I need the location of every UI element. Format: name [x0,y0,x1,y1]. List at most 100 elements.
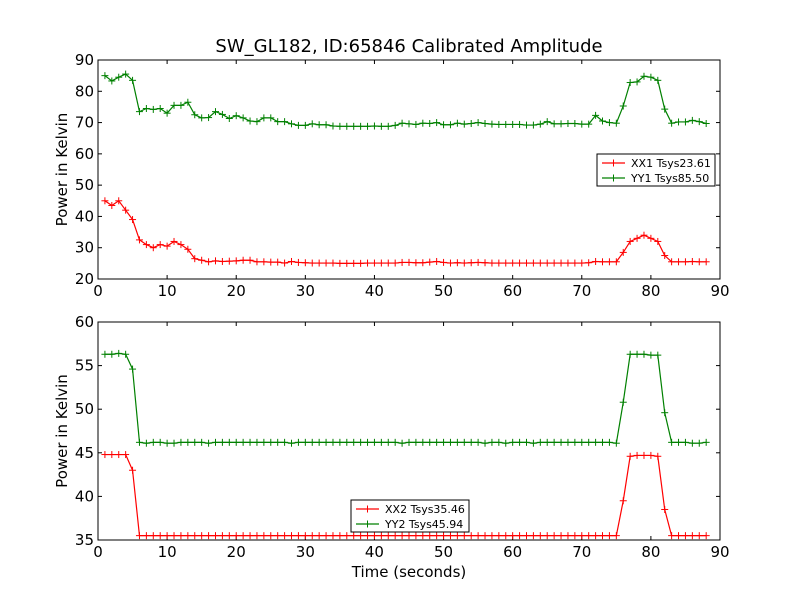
x-tick-label: 10 [158,282,177,300]
data-point [668,438,676,446]
data-point [156,241,164,249]
x-tick-label: 50 [434,282,453,300]
data-point [384,259,392,267]
data-point [211,438,219,446]
data-point [170,532,178,540]
data-point [529,121,537,129]
data-point [612,532,620,540]
data-point [329,122,337,130]
data-point [474,258,482,266]
y-tick-label: 80 [75,82,94,100]
data-point [322,438,330,446]
data-point [626,452,634,460]
data-point [336,532,344,540]
data-point [156,104,164,112]
data-point [654,76,662,84]
data-point [695,258,703,266]
data-point [350,532,358,540]
data-point [163,109,171,117]
data-point [661,105,669,113]
data-point [370,259,378,267]
data-point [502,120,510,128]
y-tick-label: 55 [75,357,94,375]
x-tick-label: 20 [227,282,246,300]
data-point [239,256,247,264]
x-tick-label: 0 [93,282,103,300]
data-point [315,121,323,129]
data-point [294,258,302,266]
series-1 [101,197,710,267]
data-point [357,259,365,267]
data-point [253,258,261,266]
data-point [184,98,192,106]
series-line [104,352,707,444]
x-tick-label: 20 [227,543,246,561]
data-point [115,73,123,81]
data-point [522,532,530,540]
data-point [294,532,302,540]
data-point [191,438,199,446]
series-line [104,199,707,264]
data-point [218,110,226,118]
data-point [398,258,406,266]
data-point [419,259,427,267]
data-point [626,79,634,87]
x-tick-label: 80 [641,543,660,561]
data-point [398,532,406,540]
y-axis-label: Power in Kelvin [53,113,71,227]
data-point [522,121,530,129]
data-point [633,234,641,242]
data-point [446,259,454,267]
x-tick-label: 30 [296,543,315,561]
data-point [605,438,613,446]
data-point [681,118,689,126]
plot-frame [97,321,721,541]
data-point [308,532,316,540]
data-point [543,438,551,446]
data-point [585,532,593,540]
data-point [453,119,461,127]
data-point [156,438,164,446]
data-point [108,350,116,358]
data-point [688,439,696,447]
data-point [149,438,157,446]
data-point [426,120,434,128]
data-point [440,532,448,540]
data-point [343,122,351,130]
data-point [315,532,323,540]
data-point [440,438,448,446]
data-point [377,122,385,130]
data-point [377,438,385,446]
data-point [198,114,206,122]
data-point [550,259,558,267]
data-point [453,438,461,446]
data-point [177,101,185,109]
data-point [329,259,337,267]
data-point [343,438,351,446]
data-point [370,438,378,446]
data-point [142,532,150,540]
data-point [453,259,461,267]
data-point [149,532,157,540]
legend-label: XX2 Tsys35.46 [385,503,465,516]
data-point [391,438,399,446]
data-point [564,438,572,446]
data-point [557,120,565,128]
y-tick-label: 35 [75,531,94,549]
data-point [398,119,406,127]
data-point [191,255,199,263]
data-point [571,438,579,446]
x-tick-label: 50 [434,543,453,561]
x-axis-label: Time (seconds) [351,563,467,581]
data-point [129,76,137,84]
data-point [557,438,565,446]
data-point [481,259,489,267]
data-point [156,532,164,540]
data-point [205,532,213,540]
x-tick-label: 40 [365,282,384,300]
data-point [301,532,309,540]
data-point [384,532,392,540]
data-point [529,532,537,540]
data-point [571,120,579,128]
